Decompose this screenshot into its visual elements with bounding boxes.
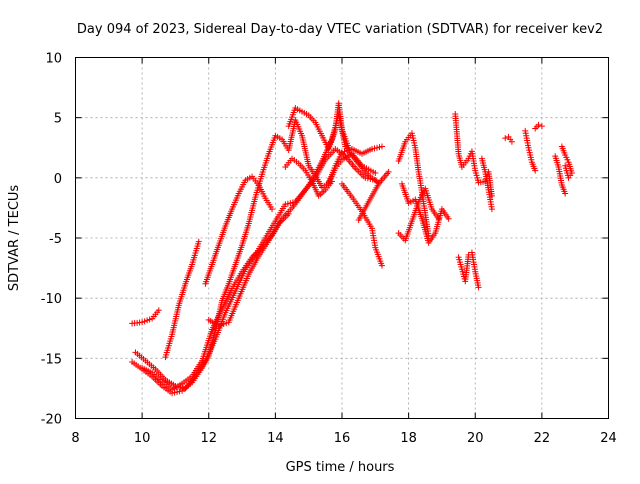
data-point (285, 210, 292, 217)
data-point (502, 135, 509, 142)
y-axis-label: SDTVAR / TECUs (7, 185, 22, 292)
y-tick-label: 5 (54, 112, 62, 127)
data-point (195, 238, 202, 245)
x-tick-label: 8 (71, 431, 79, 446)
data-point (269, 206, 276, 213)
data-point (155, 307, 162, 314)
x-tick-label: 12 (200, 431, 217, 446)
y-tick-label: -15 (41, 352, 62, 367)
chart-title: Day 094 of 2023, Sidereal Day-to-day VTE… (77, 22, 603, 37)
x-tick-label: 18 (400, 431, 417, 446)
y-tick-label: 10 (45, 52, 62, 67)
data-points (129, 100, 575, 397)
data-point (562, 162, 569, 169)
data-point (378, 262, 385, 269)
data-point (538, 123, 545, 130)
data-point (532, 167, 539, 174)
y-tick-labels: -20 -15 -10 -5 0 5 10 (41, 52, 62, 428)
x-tick-label: 14 (267, 431, 284, 446)
x-tick-label: 20 (467, 431, 484, 446)
axis-ticks (75, 57, 609, 419)
x-tick-label: 22 (534, 431, 551, 446)
data-point (475, 284, 482, 291)
x-tick-label: 24 (600, 431, 617, 446)
data-point (378, 143, 385, 150)
data-point (535, 121, 542, 128)
data-point (488, 206, 495, 213)
x-tick-labels: 8 10 12 14 16 18 20 22 24 (71, 431, 616, 446)
y-tick-label: 0 (54, 172, 62, 187)
data-point (372, 170, 379, 177)
y-tick-label: -5 (49, 232, 62, 247)
data-point (508, 138, 515, 145)
x-tick-label: 10 (134, 431, 151, 446)
y-tick-label: -10 (41, 292, 62, 307)
x-axis-label: GPS time / hours (286, 460, 395, 475)
x-tick-label: 16 (334, 431, 351, 446)
data-point (562, 190, 569, 197)
data-point (385, 168, 392, 175)
data-point (445, 215, 452, 222)
y-tick-label: -20 (41, 413, 62, 428)
